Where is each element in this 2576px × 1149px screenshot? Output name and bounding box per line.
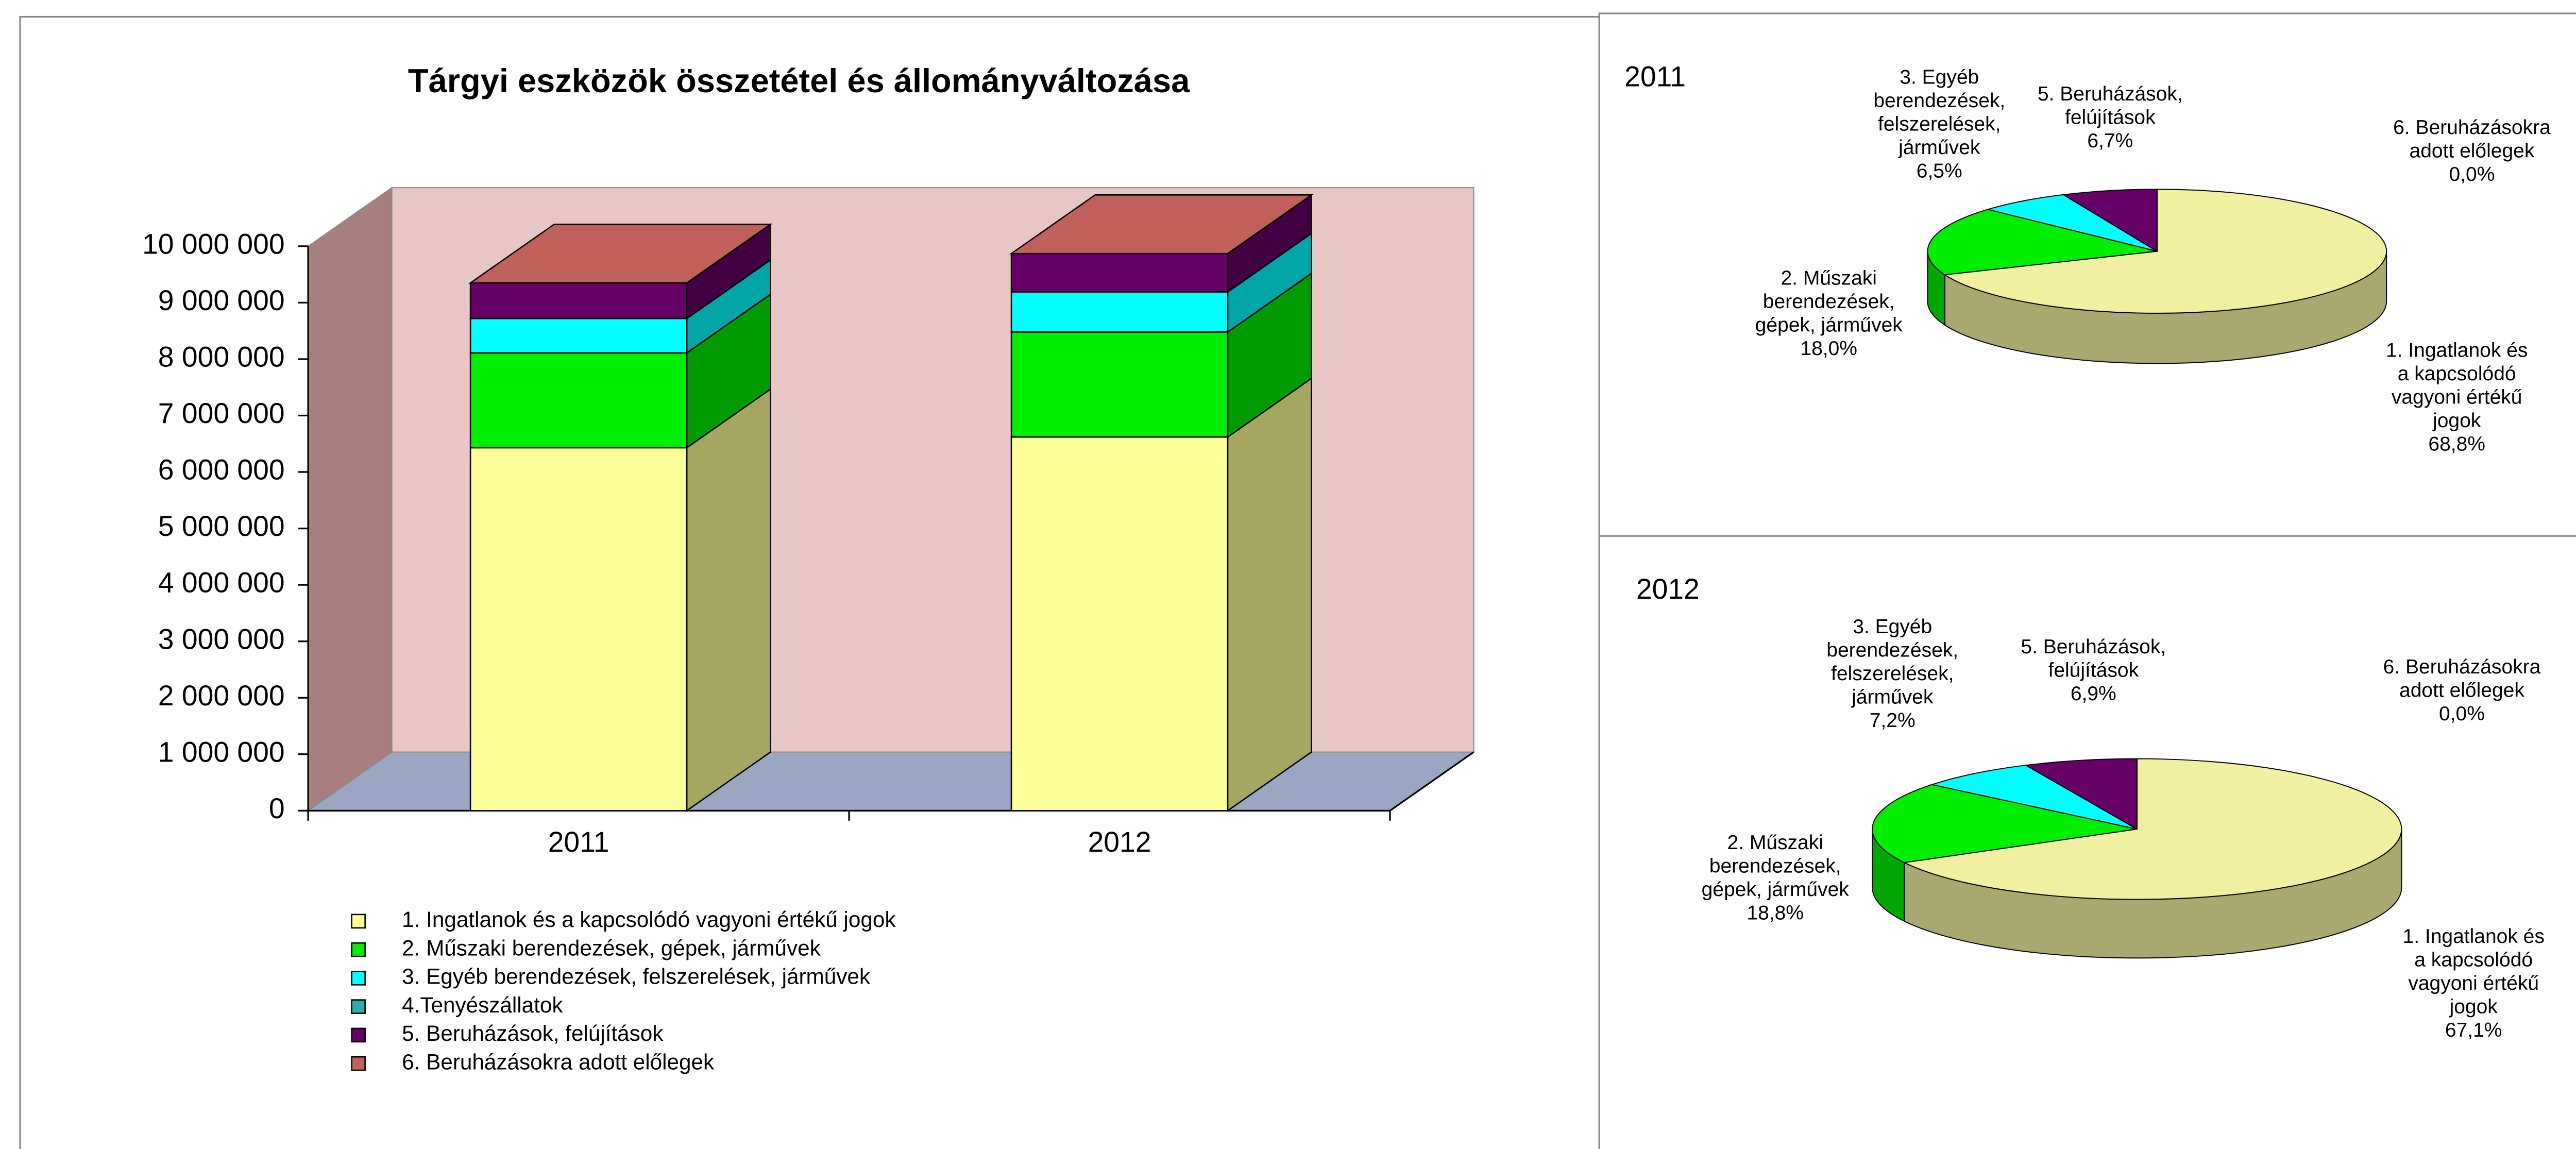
- legend-label: 3. Egyéb berendezések, felszerelések, já…: [402, 965, 871, 989]
- pie-value-label: 67,1%: [2445, 1019, 2502, 1041]
- bar-top: [468, 224, 773, 284]
- pie-slice: [1986, 194, 2158, 252]
- pie-value-label: 6,9%: [2071, 683, 2116, 705]
- legend-swatch: [351, 1056, 366, 1071]
- legend-label: 1. Ingatlanok és a kapcsolódó vagyoni ér…: [402, 907, 896, 932]
- bar-front: [1010, 436, 1229, 812]
- pie-label: 2. Műszaki berendezések, gépek, járművek: [1702, 832, 1850, 901]
- bar-side: [1227, 377, 1312, 812]
- bar-front: [469, 447, 688, 812]
- pie-value-label: 7,2%: [1870, 709, 1916, 732]
- pie-slice: [2024, 758, 2138, 830]
- pie-slice: [1930, 765, 2138, 830]
- legend-label: 6. Beruházásokra adott előlegek: [402, 1050, 715, 1074]
- y-tick-label: 0: [269, 792, 285, 824]
- legend-swatch: [351, 971, 366, 986]
- pie-value-label: 6,5%: [1917, 160, 1962, 182]
- pie-label: 1. Ingatlanok és a kapcsolódó vagyoni érté…: [2403, 925, 2545, 1018]
- bar-top: [1009, 194, 1314, 255]
- pie-slice: [1872, 784, 2138, 864]
- bar-front: [469, 352, 688, 449]
- pie-slice: [1902, 758, 2402, 900]
- pie-slice: [2061, 189, 2158, 252]
- side-wall: [308, 187, 393, 812]
- legend-swatch: [351, 999, 366, 1014]
- pie-value-label: 0,0%: [2449, 163, 2495, 185]
- bar-front: [1010, 331, 1229, 438]
- bar-front: [1010, 291, 1229, 333]
- x-tick-label: 2012: [1088, 826, 1151, 858]
- bar-front: [469, 317, 688, 354]
- pie-slice: [1943, 189, 2387, 314]
- x-tick-label: 2011: [548, 826, 609, 858]
- bar-front: [469, 282, 688, 319]
- legend-label: 5. Beruházások, felújítások: [402, 1021, 664, 1045]
- pie-label: 3. Egyéb berendezések, felszerelések, jármű…: [1826, 616, 1958, 708]
- legend-swatch: [351, 1027, 366, 1043]
- pie-label: 6. Beruházásokra adott előlegek: [2393, 116, 2551, 162]
- y-tick-label: 9 000 000: [158, 284, 285, 316]
- y-tick-label: 8 000 000: [158, 341, 285, 373]
- pie-label: 3. Egyéb berendezések, felszerelések, jármű…: [1873, 66, 2005, 159]
- bar-front: [1010, 252, 1229, 293]
- pie-label: 1. Ingatlanok és a kapcsolódó vagyoni érté…: [2386, 339, 2528, 432]
- pie-value-label: 68,8%: [2428, 433, 2485, 455]
- y-tick-label: 4 000 000: [158, 567, 285, 599]
- pie-value-label: 6,7%: [2087, 130, 2133, 152]
- pie-value-label: 18,8%: [1747, 902, 1804, 924]
- pie-value-label: 18,0%: [1800, 337, 1857, 360]
- y-tick-label: 6 000 000: [158, 454, 285, 486]
- pie-label: 2. Műszaki berendezések, gépek, járművek: [1755, 267, 1903, 336]
- pie-title: 2012: [1636, 573, 1700, 605]
- y-tick-label: 10 000 000: [142, 228, 285, 260]
- pie-value-label: 0,0%: [2439, 703, 2485, 725]
- chart-title: Tárgyi eszközök összetétel és állományvá…: [408, 62, 1190, 99]
- y-tick-label: 5 000 000: [158, 510, 285, 542]
- y-tick-label: 2 000 000: [158, 680, 285, 712]
- pie-slice: [1927, 209, 2158, 276]
- y-tick-label: 3 000 000: [158, 623, 285, 655]
- legend-swatch: [351, 914, 366, 929]
- legend-swatch: [351, 942, 366, 957]
- y-tick-label: 1 000 000: [158, 736, 285, 768]
- pie-label: 5. Beruházások, felújítások: [2021, 636, 2166, 682]
- legend-label: 2. Műszaki berendezések, gépek, járművek: [402, 936, 821, 960]
- pie-label: 5. Beruházások, felújítások: [2038, 83, 2183, 129]
- legend-label: 4.Tenyészállatok: [402, 993, 563, 1017]
- y-tick-label: 7 000 000: [158, 397, 285, 429]
- floor-edge: [1389, 751, 1475, 812]
- pie-title: 2011: [1624, 60, 1686, 92]
- pie-label: 6. Beruházásokra adott előlegek: [2383, 656, 2541, 702]
- bar-side: [686, 387, 771, 812]
